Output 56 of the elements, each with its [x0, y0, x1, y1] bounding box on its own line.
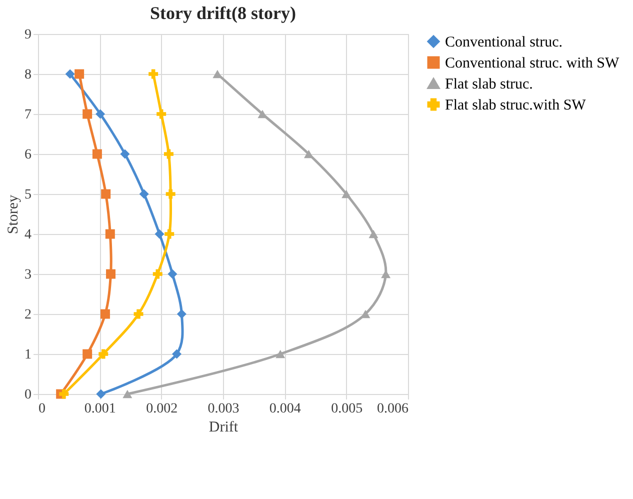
x-tick-label: 0.006 — [377, 402, 408, 416]
point — [166, 189, 176, 199]
legend-label: Conventional struc. with SW — [445, 56, 620, 72]
point — [176, 309, 186, 319]
point — [98, 349, 108, 359]
point — [164, 149, 174, 159]
point — [105, 229, 115, 239]
point — [168, 269, 178, 279]
x-tick-label: 0.002 — [146, 402, 178, 416]
point — [122, 390, 132, 398]
point — [156, 109, 166, 119]
y-tick-label: 4 — [24, 228, 32, 242]
point — [101, 189, 111, 199]
y-tick-label: 3 — [24, 268, 32, 282]
x-tick-label: 0.001 — [84, 402, 116, 416]
point — [120, 149, 130, 159]
point — [65, 69, 75, 79]
point — [134, 309, 144, 319]
point — [106, 269, 116, 279]
legend-label: Flat slab struc.with SW — [445, 98, 587, 114]
point — [152, 269, 162, 279]
point — [74, 69, 84, 79]
y-tick-label: 5 — [24, 188, 32, 202]
x-tick-label: 0.005 — [331, 402, 363, 416]
point — [148, 69, 158, 79]
point — [360, 310, 370, 318]
x-tick-label: 0 — [38, 402, 46, 416]
legend-label: Conventional struc. — [445, 34, 562, 50]
x-axis-title: Drift — [208, 420, 239, 436]
point — [304, 150, 314, 158]
point — [276, 350, 286, 358]
point — [139, 189, 149, 199]
y-tick-label: 1 — [24, 348, 32, 362]
point — [342, 190, 352, 198]
y-axis-title: Storey — [6, 194, 22, 234]
point — [82, 349, 92, 359]
point — [92, 149, 102, 159]
point — [96, 109, 106, 119]
point — [100, 309, 110, 319]
y-tick-label: 9 — [24, 28, 32, 42]
point — [368, 230, 378, 238]
x-tick-label: 0.003 — [208, 402, 240, 416]
point — [172, 349, 182, 359]
y-tick-label: 7 — [24, 108, 32, 122]
point — [82, 109, 92, 119]
point — [59, 389, 69, 399]
y-tick-label: 8 — [24, 68, 32, 82]
y-tick-label: 0 — [24, 388, 32, 402]
point — [154, 229, 164, 239]
y-tick-label: 6 — [24, 148, 32, 162]
point — [212, 70, 222, 78]
point — [164, 229, 174, 239]
chart-title: Story drift(8 story) — [150, 3, 296, 23]
y-tick-label: 2 — [24, 308, 32, 322]
x-tick-label: 0.004 — [269, 402, 301, 416]
legend-label: Flat slab struc. — [445, 76, 533, 92]
